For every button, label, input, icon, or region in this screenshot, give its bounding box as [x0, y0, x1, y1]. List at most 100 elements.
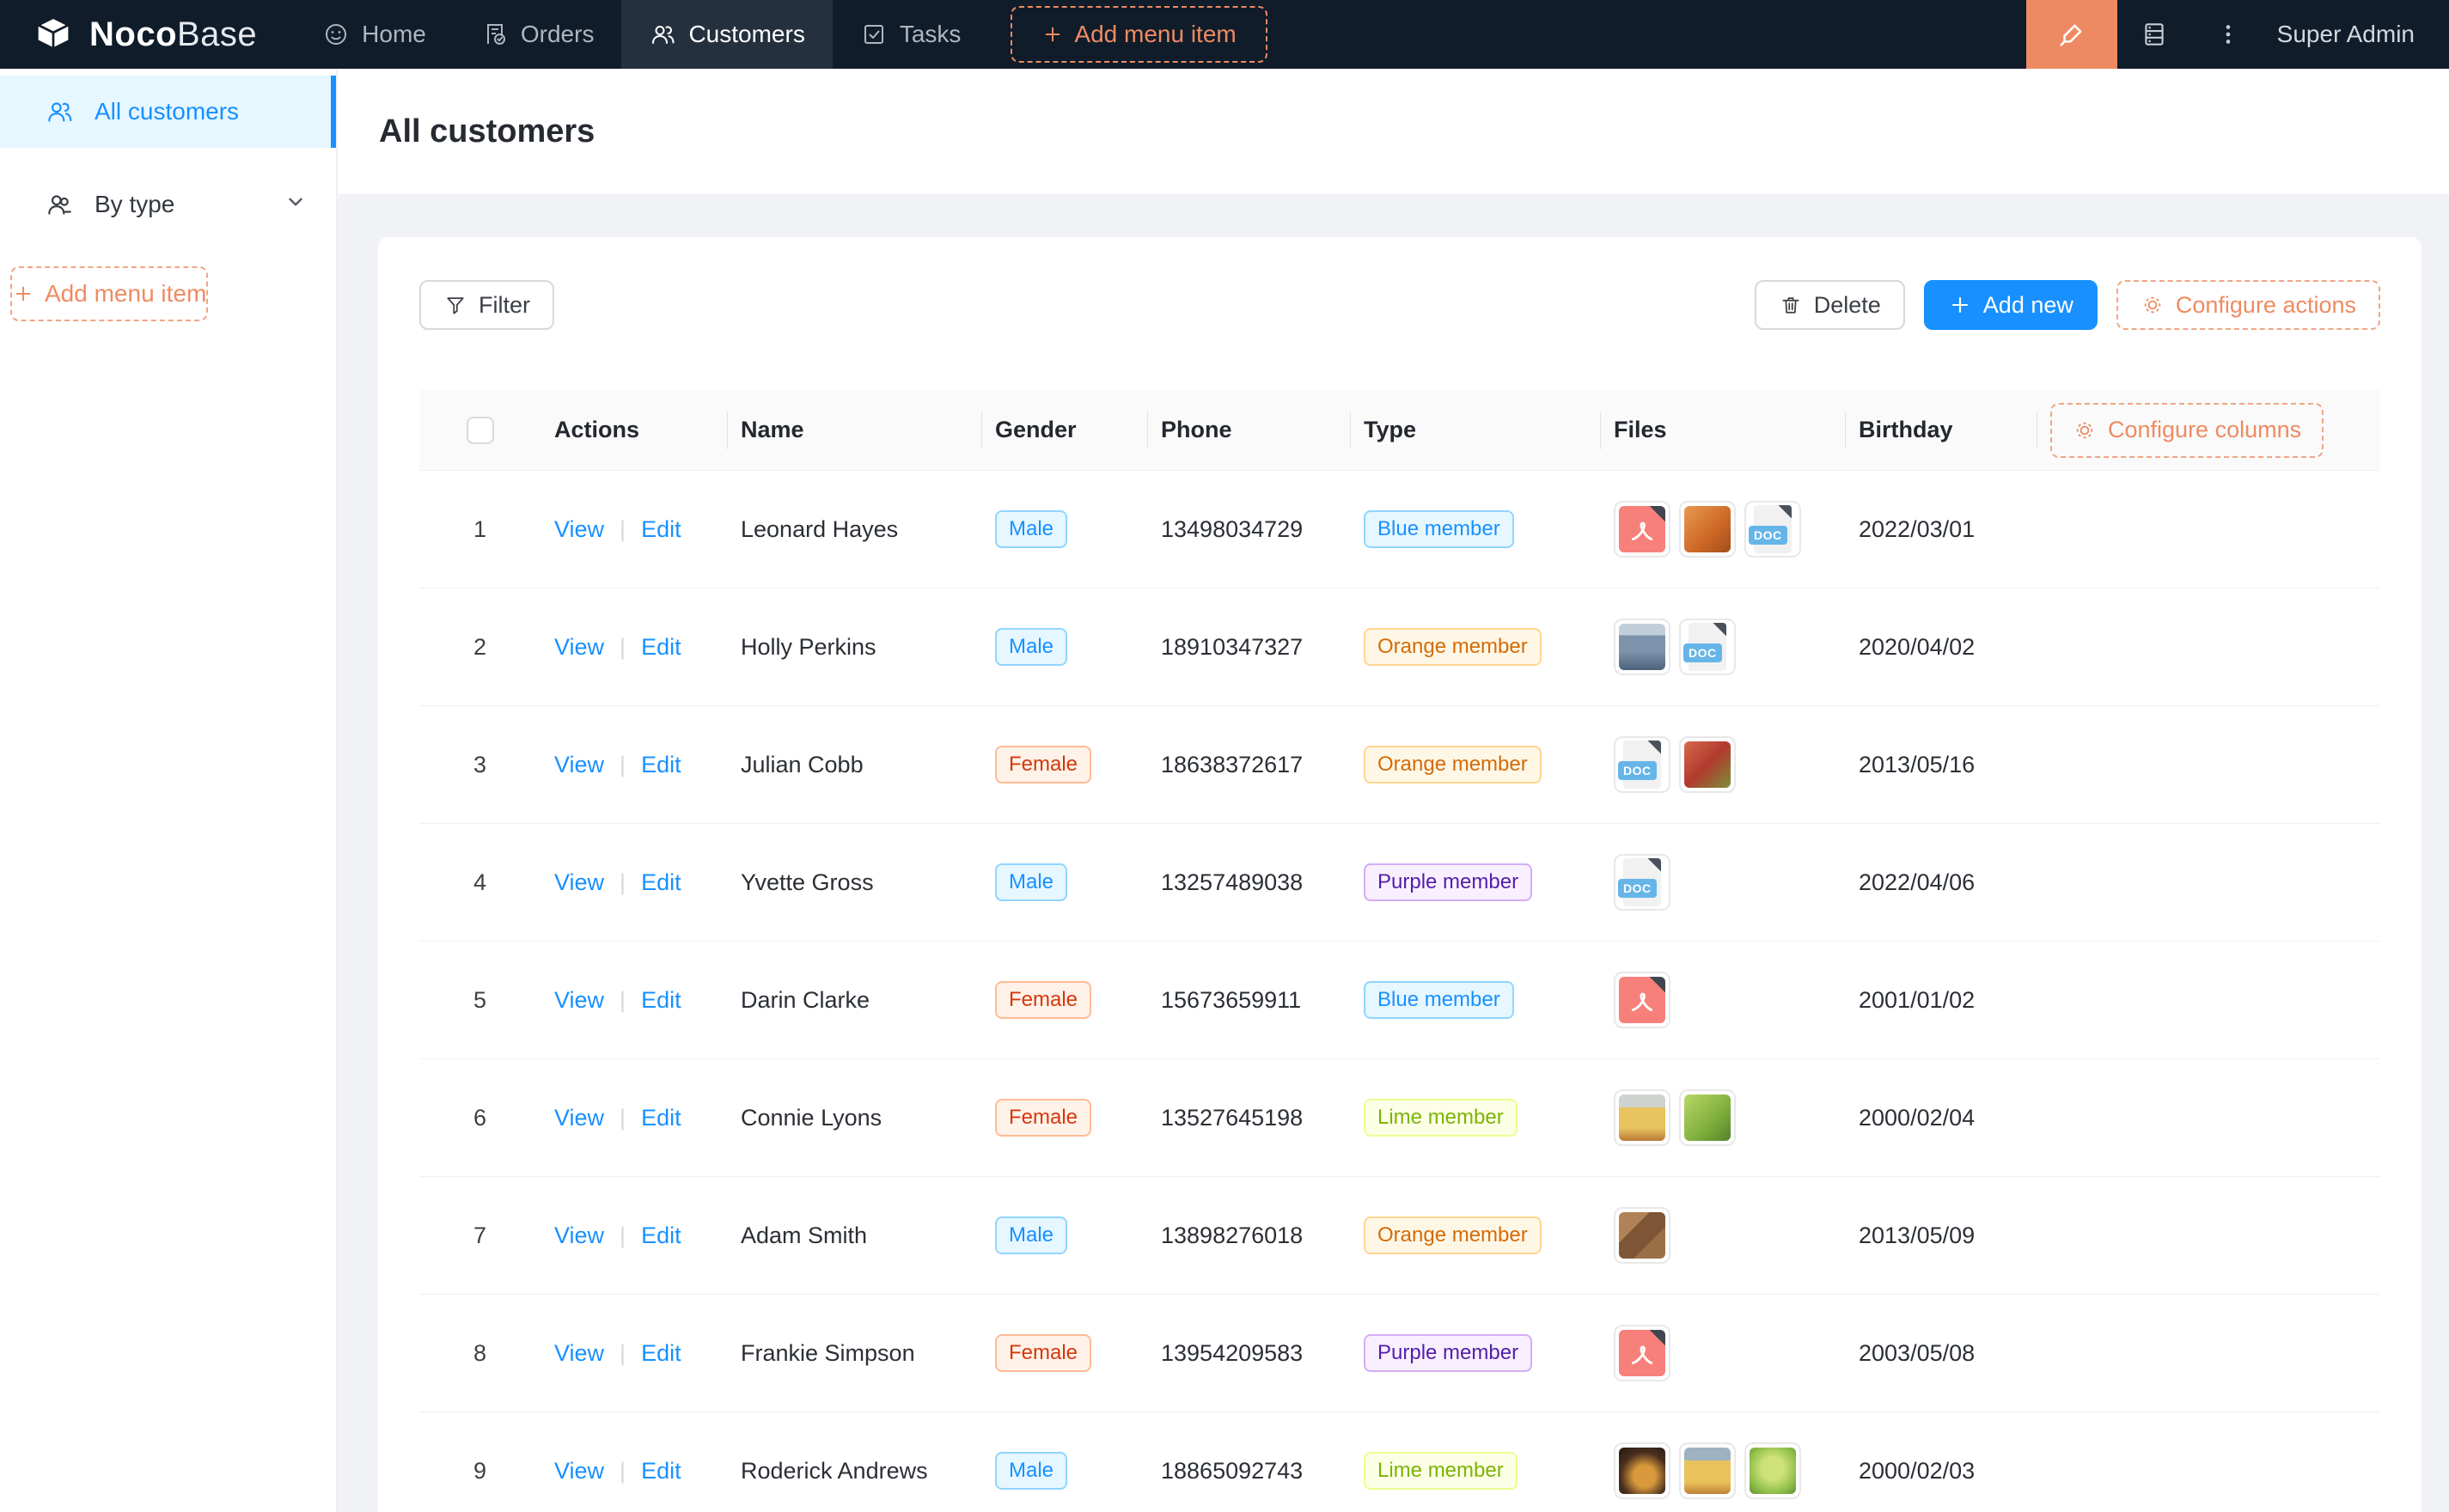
gender-tag: Male — [995, 863, 1068, 902]
nav-item-orders[interactable]: Orders — [454, 0, 622, 69]
file-pdf-thumbnail[interactable] — [1614, 501, 1670, 558]
edit-link[interactable]: Edit — [641, 986, 681, 1013]
table-row: 4 View | Edit Yvette Gross Male 13257489… — [419, 824, 2380, 942]
edit-link[interactable]: Edit — [641, 1222, 681, 1248]
sidebar-item-all-customers[interactable]: All customers — [0, 76, 336, 148]
view-link[interactable]: View — [554, 751, 605, 777]
file-image-thumbnail[interactable] — [1679, 736, 1736, 793]
pdf-file-icon — [1619, 1330, 1665, 1376]
view-link[interactable]: View — [554, 1339, 605, 1366]
customer-name: Leonard Hayes — [741, 515, 899, 542]
table-row: 1 View | Edit Leonard Hayes Male 1349803… — [419, 471, 2380, 588]
row-index: 2 — [473, 633, 487, 660]
nav-add-menu-item-button[interactable]: Add menu item — [1011, 6, 1267, 63]
gender-cell: Male — [981, 1216, 1147, 1255]
delete-button[interactable]: Delete — [1754, 280, 1905, 330]
select-all-checkbox[interactable] — [466, 416, 494, 444]
file-image-thumbnail[interactable] — [1744, 1442, 1801, 1499]
file-image-thumbnail[interactable] — [1679, 1089, 1736, 1146]
customer-birthday: 2000/02/03 — [1859, 1457, 1976, 1484]
nav-item-tasks[interactable]: Tasks — [833, 0, 989, 69]
link-divider: | — [620, 1457, 626, 1484]
files-cell — [1600, 1089, 1845, 1146]
row-index: 6 — [473, 1104, 487, 1131]
customer-name: Darin Clarke — [741, 986, 870, 1013]
view-link[interactable]: View — [554, 1222, 605, 1248]
file-pdf-thumbnail[interactable] — [1614, 972, 1670, 1028]
files-cell — [1600, 1325, 1845, 1381]
file-image-thumbnail[interactable] — [1614, 619, 1670, 675]
row-index-cell: 8 — [419, 1340, 540, 1367]
customer-phone: 18910347327 — [1161, 633, 1304, 660]
link-divider: | — [620, 751, 626, 777]
table-row: 2 View | Edit Holly Perkins Male 1891034… — [419, 588, 2380, 706]
file-doc-thumbnail[interactable]: DOC — [1614, 736, 1670, 793]
view-link[interactable]: View — [554, 515, 605, 542]
nocobase-logo-icon — [35, 15, 71, 48]
sidebar-add-menu-item-button[interactable]: Add menu item — [10, 266, 209, 321]
file-pdf-thumbnail[interactable] — [1614, 1325, 1670, 1381]
edit-link[interactable]: Edit — [641, 1457, 681, 1484]
folded-corner — [1647, 741, 1661, 754]
page-header: All customers — [338, 69, 2449, 194]
type-tag: Blue member — [1364, 509, 1514, 549]
plugin-manager-button[interactable] — [2117, 0, 2191, 69]
gender-tag: Male — [995, 1216, 1068, 1255]
view-link[interactable]: View — [554, 986, 605, 1013]
edit-link[interactable]: Edit — [641, 515, 681, 542]
ui-editor-button[interactable] — [2025, 0, 2117, 69]
row-index-cell: 7 — [419, 1222, 540, 1249]
file-image-thumbnail[interactable] — [1614, 1089, 1670, 1146]
edit-link[interactable]: Edit — [641, 869, 681, 895]
file-image-thumbnail[interactable] — [1614, 1207, 1670, 1264]
configure-actions-button[interactable]: Configure actions — [2116, 280, 2380, 330]
add-new-button[interactable]: Add new — [1923, 280, 2098, 330]
row-actions-cell: View | Edit — [540, 1458, 727, 1485]
view-link[interactable]: View — [554, 869, 605, 895]
view-link[interactable]: View — [554, 1104, 605, 1131]
user-menu[interactable]: Super Admin — [2276, 21, 2415, 47]
file-image-thumbnail[interactable] — [1679, 501, 1736, 558]
view-link[interactable]: View — [554, 633, 605, 660]
brand-bold: Noco — [89, 15, 177, 53]
customer-birthday: 2022/04/06 — [1859, 869, 1976, 895]
customer-phone: 13257489038 — [1161, 869, 1304, 895]
doc-file-icon: DOC — [1618, 858, 1661, 906]
nav-right-actions: Super Admin — [2025, 0, 2449, 69]
table-header-row: Actions Name Gender Phone Type Files Bir… — [419, 390, 2380, 471]
file-image-thumbnail[interactable] — [1614, 1442, 1670, 1499]
view-link[interactable]: View — [554, 1457, 605, 1484]
file-doc-thumbnail[interactable]: DOC — [1614, 854, 1670, 911]
table-row: 9 View | Edit Roderick Andrews Male 1886… — [419, 1412, 2380, 1512]
photo-thumbnail — [1684, 741, 1731, 788]
edit-link[interactable]: Edit — [641, 633, 681, 660]
filter-button[interactable]: Filter — [419, 280, 554, 330]
usergroup-icon — [652, 26, 675, 44]
more-actions-button[interactable] — [2191, 0, 2265, 69]
file-doc-thumbnail[interactable]: DOC — [1744, 501, 1801, 558]
nocobase-logo[interactable]: NocoBase — [0, 0, 295, 69]
filter-button-label: Filter — [479, 291, 530, 318]
link-divider: | — [620, 1339, 626, 1366]
sidebar-item-by-type[interactable]: By type — [0, 168, 336, 241]
photo-thumbnail — [1750, 1448, 1796, 1494]
row-index: 8 — [473, 1339, 487, 1366]
edit-link[interactable]: Edit — [641, 1104, 681, 1131]
file-image-thumbnail[interactable] — [1679, 1442, 1736, 1499]
row-actions-cell: View | Edit — [540, 1105, 727, 1131]
edit-link[interactable]: Edit — [641, 751, 681, 777]
acrobat-logo-icon — [1631, 1345, 1653, 1364]
nav-item-customers[interactable]: Customers — [621, 0, 833, 69]
file-doc-thumbnail[interactable]: DOC — [1679, 619, 1736, 675]
nav-item-home[interactable]: Home — [295, 0, 454, 69]
type-cell: Blue member — [1350, 980, 1600, 1020]
link-divider: | — [620, 986, 626, 1013]
folded-corner — [1778, 505, 1792, 519]
edit-link[interactable]: Edit — [641, 1339, 681, 1366]
type-cell: Lime member — [1350, 1098, 1600, 1137]
configure-columns-button[interactable]: Configure columns — [2050, 402, 2324, 458]
row-index-cell: 5 — [419, 987, 540, 1014]
type-tag: Blue member — [1364, 980, 1514, 1020]
column-header-actions: Actions — [554, 417, 640, 442]
column-header-gender: Gender — [981, 390, 1147, 470]
